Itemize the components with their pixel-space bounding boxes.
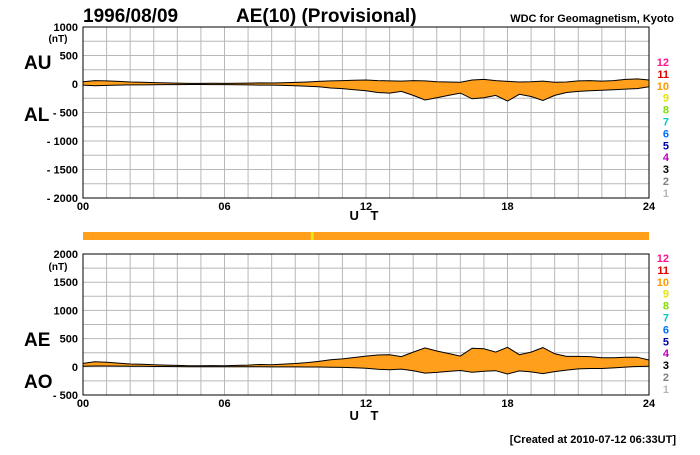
level-label: 6: [663, 324, 669, 336]
ae-ao-y-tick-label: 500: [60, 334, 78, 346]
ae-ao-fill-area: [83, 347, 649, 374]
chart-title: AE(10) (Provisional): [236, 6, 417, 27]
au-al-y-tick-label: 500: [60, 51, 78, 63]
level-label: 7: [663, 313, 669, 325]
level-label: 9: [663, 289, 669, 301]
au-al-x-tick-label: 12: [360, 201, 372, 213]
level-label: 3: [663, 164, 669, 176]
ae-ao-x-tick-label: 00: [77, 398, 89, 410]
created-timestamp: [Created at 2010-07-12 06:33UT]: [510, 434, 677, 446]
au-al-y-tick-label: 0: [72, 79, 78, 91]
quality-bar-track: [83, 232, 649, 240]
au-al-y-tick-label: - 1000: [47, 136, 78, 148]
level-label: 7: [663, 117, 669, 129]
ae-ao-y-tick-label: - 500: [53, 390, 78, 402]
level-label: 8: [663, 301, 669, 313]
au-al-x-tick-label: 00: [77, 201, 89, 213]
level-label: 2: [663, 372, 669, 384]
ae-ao-unit-label: (nT): [49, 262, 68, 273]
level-label: 3: [663, 360, 669, 372]
au-al-x-tick-label: 18: [501, 201, 513, 213]
level-label: 6: [663, 128, 669, 140]
ae-ao-area: [82, 346, 650, 375]
level-label: 5: [663, 336, 669, 348]
au-al-y-tick-label: 1000: [54, 22, 78, 34]
ae-series-line: [82, 346, 650, 367]
au-al-x-axis-label: U T: [350, 208, 383, 223]
al-series-line: [82, 84, 650, 102]
ao-series-label: AO: [24, 372, 53, 393]
level-label: 10: [657, 81, 669, 93]
ae-series-label: AE: [24, 330, 50, 351]
level-label: 8: [663, 105, 669, 117]
ae-ao-y-tick-label: 0: [72, 362, 78, 374]
level-label: 9: [663, 93, 669, 105]
quality-bar-mark: [310, 232, 314, 240]
level-label: 1: [663, 188, 669, 200]
level-label: 10: [657, 277, 669, 289]
level-label: 11: [657, 69, 669, 81]
au-al-x-tick-label: 06: [218, 201, 230, 213]
level-label: 11: [657, 265, 669, 277]
ae-ao-grid: [83, 254, 649, 395]
au-al-grid: [83, 27, 649, 198]
au-al-unit-label: (nT): [49, 34, 68, 45]
au-series-label: AU: [24, 53, 51, 74]
au-al-x-ticks: 00 06 12 18 24: [77, 201, 656, 213]
au-al-x-tick-label: 24: [643, 201, 656, 213]
ae-ao-x-tick-label: 06: [218, 398, 230, 410]
data-quality-bar: [83, 232, 649, 240]
level-label: 12: [657, 253, 669, 265]
au-al-y-tick-label: - 1500: [47, 165, 78, 177]
au-al-y-tick-label: - 2000: [47, 193, 78, 205]
source-label: WDC for Geomagnetism, Kyoto: [510, 13, 674, 25]
au-al-panel: 1000 500 0 - 500 - 1000 - 1500 - 2000 00 06 12 18…: [24, 22, 656, 223]
ae-ao-y-tick-label: 2000: [54, 249, 78, 261]
au-al-plot-frame: [82, 26, 650, 199]
level-label: 4: [663, 152, 670, 164]
ae-ao-y-tick-label: 1500: [54, 277, 78, 289]
au-al-y-ticks: 1000 500 0 - 500 - 1000 - 1500 - 2000: [47, 22, 78, 205]
ae-ao-x-tick-label: 12: [360, 398, 372, 410]
ao-series-line: [82, 365, 650, 375]
au-series-line: [82, 78, 650, 84]
ae-ao-x-tick-label: 24: [643, 398, 656, 410]
ae-ao-panel: 2000 1500 1000 500 0 - 500 00 06 12 18 24 (nT) AE…: [24, 249, 656, 423]
au-al-area: [82, 78, 650, 102]
ae-ao-x-tick-label: 18: [501, 398, 513, 410]
level-label: 4: [663, 348, 670, 360]
ae-ao-x-ticks: 00 06 12 18 24: [77, 398, 656, 410]
ae-ao-plot-frame: [82, 253, 650, 396]
ae-ao-x-axis-label: U T: [350, 408, 383, 423]
ae-ao-y-tick-label: 1000: [54, 305, 78, 317]
al-series-label: AL: [24, 105, 50, 126]
date-label: 1996/08/09: [83, 6, 178, 27]
ae-ao-y-ticks: 2000 1500 1000 500 0 - 500: [53, 249, 78, 402]
level-label: 12: [657, 57, 669, 69]
level-label: 5: [663, 140, 669, 152]
au-al-y-tick-label: - 500: [53, 108, 78, 120]
level-label: 1: [663, 384, 669, 396]
quality-bar-marks: [310, 232, 314, 240]
level-label: 2: [663, 176, 669, 188]
